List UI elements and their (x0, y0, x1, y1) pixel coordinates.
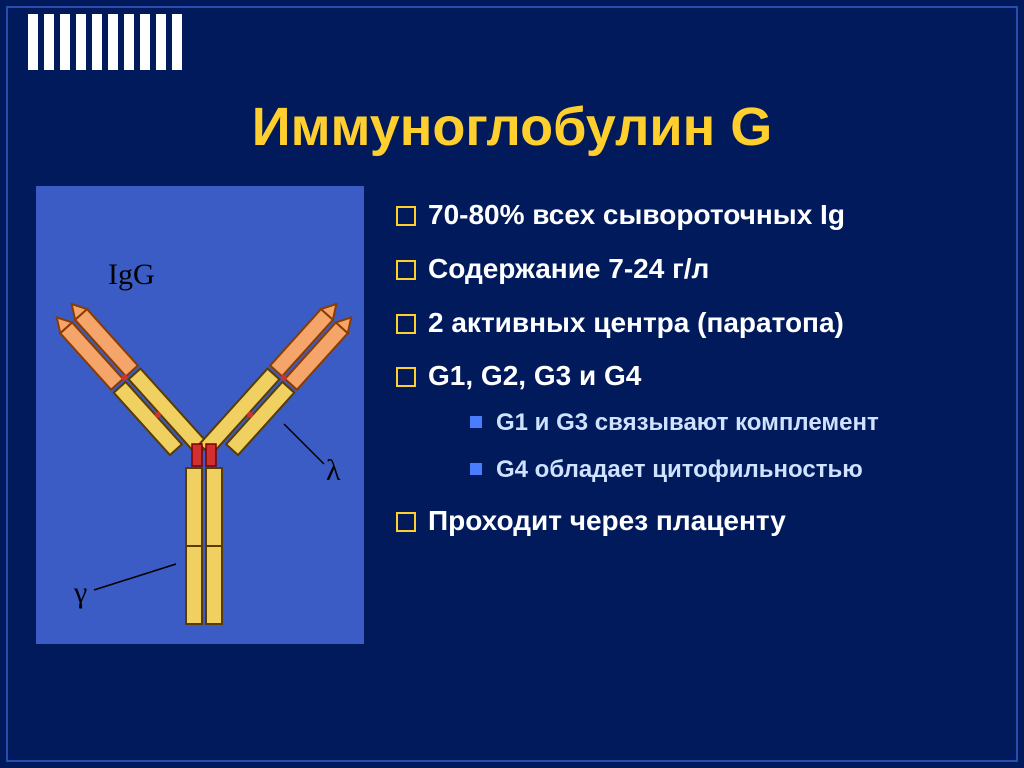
diagram-label-lambda: λ (326, 454, 341, 488)
sub-bullet-list: G1 и G3 связывают комплемент G4 обладает… (428, 407, 994, 486)
sub-bullet-text: G1 и G3 связывают комплемент (496, 409, 879, 436)
slide-title: Иммуноглобулин G (0, 96, 1024, 158)
bullet-text: Содержание 7-24 г/л (428, 253, 709, 284)
bullet-text: 70-80% всех сывороточных Ig (428, 199, 845, 230)
bullet-item: Проходит через плаценту (392, 502, 994, 540)
bullet-text: G1, G2, G3 и G4 (428, 360, 641, 391)
bullet-item: 70-80% всех сывороточных Ig (392, 196, 994, 234)
diagram-label-gamma: γ (74, 576, 87, 610)
decorative-top-bars (28, 14, 182, 70)
bullet-item: 2 активных центра (паратопа) (392, 304, 994, 342)
igg-diagram-panel: IgG λ γ (36, 186, 364, 644)
bullet-item: Содержание 7-24 г/л (392, 250, 994, 288)
sub-bullet-text: G4 обладает цитофильностью (496, 456, 863, 483)
diagram-label-igg: IgG (108, 258, 155, 292)
bullet-list-container: 70-80% всех сывороточных Ig Содержание 7… (392, 186, 994, 644)
content-row: IgG λ γ 70-80% всех сывороточных Ig Соде… (36, 186, 994, 644)
sub-bullet-item: G4 обладает цитофильностью (428, 454, 994, 486)
bullet-item: G1, G2, G3 и G4 G1 и G3 связывают компле… (392, 357, 994, 486)
bullet-list: 70-80% всех сывороточных Ig Содержание 7… (392, 196, 994, 540)
bullet-text: Проходит через плаценту (428, 505, 786, 536)
sub-bullet-item: G1 и G3 связывают комплемент (428, 407, 994, 439)
bullet-text: 2 активных центра (паратопа) (428, 307, 844, 338)
